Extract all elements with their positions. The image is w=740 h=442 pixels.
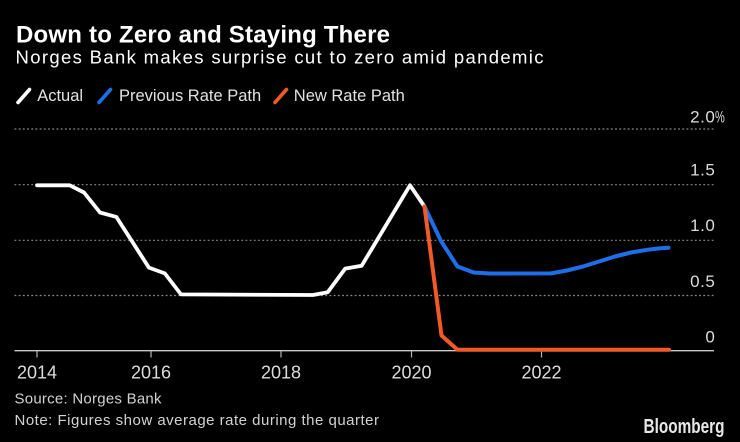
svg-text:Actual: Actual bbox=[37, 87, 83, 105]
svg-text:0: 0 bbox=[705, 327, 715, 346]
svg-text:Bloomberg: Bloomberg bbox=[644, 416, 725, 438]
svg-text:2022: 2022 bbox=[521, 362, 561, 382]
svg-text:Down to Zero and Staying There: Down to Zero and Staying There bbox=[16, 22, 390, 49]
svg-text:2020: 2020 bbox=[391, 362, 431, 382]
svg-text:Source: Norges Bank: Source: Norges Bank bbox=[15, 391, 163, 408]
svg-text:2018: 2018 bbox=[261, 362, 301, 382]
svg-text:1.5: 1.5 bbox=[690, 160, 715, 179]
svg-text:2016: 2016 bbox=[131, 362, 171, 382]
svg-text:Previous Rate Path: Previous Rate Path bbox=[119, 87, 261, 105]
svg-text:%: % bbox=[715, 107, 725, 126]
svg-text:Norges Bank makes surprise cut: Norges Bank makes surprise cut to zero a… bbox=[16, 47, 544, 68]
svg-text:New Rate Path: New Rate Path bbox=[294, 87, 405, 105]
svg-text:Note: Figures show average rat: Note: Figures show average rate during t… bbox=[15, 412, 380, 429]
svg-text:0.5: 0.5 bbox=[690, 272, 715, 291]
svg-text:2.0: 2.0 bbox=[690, 107, 715, 126]
svg-text:1.0: 1.0 bbox=[690, 216, 715, 235]
svg-text:2014: 2014 bbox=[17, 362, 57, 382]
